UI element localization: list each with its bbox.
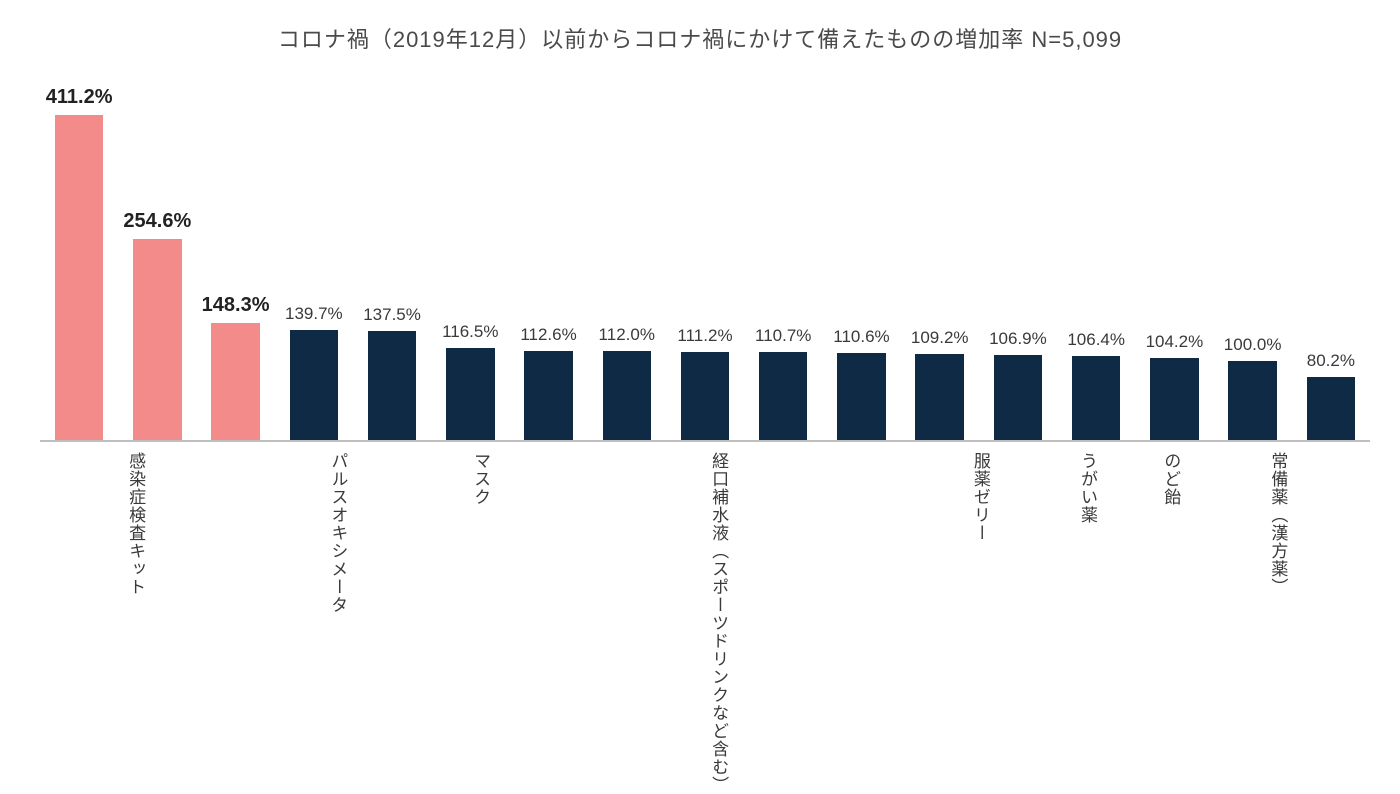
x-axis-label: うがい薬 xyxy=(1075,452,1099,794)
bar-slot: 106.9% xyxy=(979,100,1057,440)
x-label-slot: のど飴 xyxy=(1135,452,1206,794)
bar-value-label: 106.4% xyxy=(1057,330,1135,350)
bar xyxy=(1150,358,1199,440)
x-axis-label: のど飴 xyxy=(1158,452,1182,794)
bar-value-label: 106.9% xyxy=(979,329,1057,349)
x-axis-label: 服薬ゼリー xyxy=(968,452,992,794)
bar xyxy=(1228,361,1277,440)
bar-value-label: 110.7% xyxy=(744,326,822,346)
bar xyxy=(837,353,886,440)
bar-slot: 106.4% xyxy=(1057,100,1135,440)
bar xyxy=(446,348,495,440)
x-label-slot: 服薬ゼリー xyxy=(920,452,1039,794)
bar xyxy=(603,351,652,440)
bar-slot: 104.2% xyxy=(1135,100,1213,440)
bar-value-label: 110.6% xyxy=(822,327,900,347)
bars-row: 411.2%254.6%148.3%139.7%137.5%116.5%112.… xyxy=(40,100,1370,440)
x-axis-label: 冷却シート xyxy=(1396,452,1400,794)
bar-slot: 80.2% xyxy=(1292,100,1370,440)
x-label-slot: 感染症検査キット xyxy=(40,452,230,794)
x-label-slot: パルスオキシメータ xyxy=(230,452,444,794)
bar xyxy=(55,115,104,440)
bar-slot: 254.6% xyxy=(118,100,196,440)
bar-value-label: 112.0% xyxy=(588,325,666,345)
bar-value-label: 104.2% xyxy=(1135,332,1213,352)
bar xyxy=(759,352,808,440)
chart-container: コロナ禍（2019年12月）以前からコロナ禍にかけて備えたものの増加率 N=5,… xyxy=(0,0,1400,760)
x-axis-labels: 感染症検査キット パルスオキシメータ マスク 経口補水液（スポーツドリンクなど含む） 服… xyxy=(40,452,1370,794)
bar xyxy=(1307,377,1356,440)
x-label-slot: 冷却シート xyxy=(1349,452,1400,794)
bar-slot: 411.2% xyxy=(40,100,118,440)
bar xyxy=(524,351,573,440)
bar-slot: 109.2% xyxy=(901,100,979,440)
bar-slot: 137.5% xyxy=(353,100,431,440)
bar-slot: 112.6% xyxy=(509,100,587,440)
bar-slot: 116.5% xyxy=(431,100,509,440)
bar-value-label: 116.5% xyxy=(431,322,509,342)
plot-area: 411.2%254.6%148.3%139.7%137.5%116.5%112.… xyxy=(40,100,1370,442)
bar-value-label: 109.2% xyxy=(901,328,979,348)
bar-value-label: 80.2% xyxy=(1292,351,1370,371)
bar-value-label: 148.3% xyxy=(196,294,274,317)
bar-value-label: 139.7% xyxy=(275,304,353,324)
bar-slot: 139.7% xyxy=(275,100,353,440)
x-axis-label: マスク xyxy=(468,452,492,794)
bar-value-label: 100.0% xyxy=(1214,335,1292,355)
bar-slot: 111.2% xyxy=(666,100,744,440)
x-label-slot: うがい薬 xyxy=(1039,452,1134,794)
bar xyxy=(1072,356,1121,440)
bar xyxy=(290,330,339,440)
x-label-slot: マスク xyxy=(445,452,516,794)
bar xyxy=(368,331,417,440)
bar xyxy=(994,355,1043,440)
x-axis-label: 感染症検査キット xyxy=(123,452,147,794)
bar-value-label: 254.6% xyxy=(118,210,196,233)
x-label-slot: 常備薬（漢方薬） xyxy=(1206,452,1349,794)
bar xyxy=(681,352,730,440)
bar xyxy=(211,323,260,440)
x-label-slot: 経口補水液（スポーツドリンクなど含む） xyxy=(516,452,921,794)
chart-title: コロナ禍（2019年12月）以前からコロナ禍にかけて備えたものの増加率 N=5,… xyxy=(0,22,1400,54)
bar-value-label: 411.2% xyxy=(40,86,118,109)
bar-value-label: 112.6% xyxy=(509,325,587,345)
bar xyxy=(915,354,964,440)
bar-slot: 148.3% xyxy=(196,100,274,440)
x-axis-label: 経口補水液（スポーツドリンクなど含む） xyxy=(706,452,730,794)
bar-slot: 110.6% xyxy=(822,100,900,440)
bar-slot: 112.0% xyxy=(588,100,666,440)
bar-value-label: 111.2% xyxy=(666,326,744,346)
x-axis-label: パルスオキシメータ xyxy=(326,452,350,794)
bar-slot: 110.7% xyxy=(744,100,822,440)
bar xyxy=(133,239,182,440)
bar-slot: 100.0% xyxy=(1214,100,1292,440)
x-axis-label: 常備薬（漢方薬） xyxy=(1266,452,1290,794)
bar-value-label: 137.5% xyxy=(353,305,431,325)
